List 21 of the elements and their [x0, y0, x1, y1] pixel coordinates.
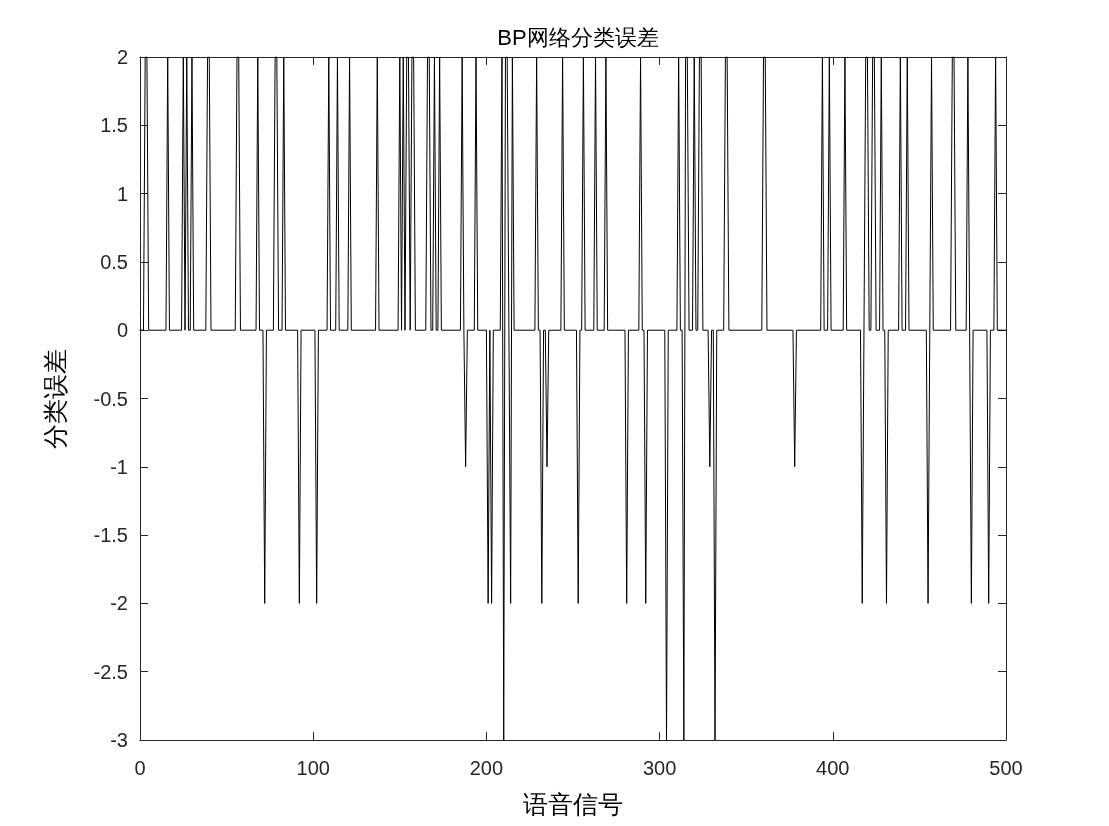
x-tick-label: 0	[134, 757, 146, 779]
x-tick-label: 400	[816, 757, 850, 779]
y-tick-label: 2	[116, 46, 128, 68]
x-tick-label: 200	[469, 757, 504, 779]
y-tick-label: 1	[116, 182, 128, 205]
x-tick-label: 100	[296, 757, 330, 779]
y-tick-label: 0	[116, 319, 128, 342]
y-tick-label: -2.5	[93, 660, 128, 683]
line-series	[139, 56, 1007, 741]
x-tick-label: 300	[642, 757, 677, 779]
y-tick-label: -0.5	[93, 387, 128, 410]
y-axis-title: 分类误差	[41, 348, 70, 449]
y-tick-label: 0.5	[100, 250, 128, 273]
chart-title: BP网络分类误差	[497, 24, 659, 50]
x-tick-label: 500	[989, 757, 1023, 779]
y-tick-label: 1.5	[100, 114, 128, 137]
y-tick-label: -2	[110, 592, 128, 615]
x-axis-title: 语音信号	[523, 790, 623, 819]
y-tick-label: -3	[110, 729, 128, 751]
y-tick-label: -1.5	[93, 524, 128, 547]
y-tick-label: -1	[110, 455, 128, 478]
